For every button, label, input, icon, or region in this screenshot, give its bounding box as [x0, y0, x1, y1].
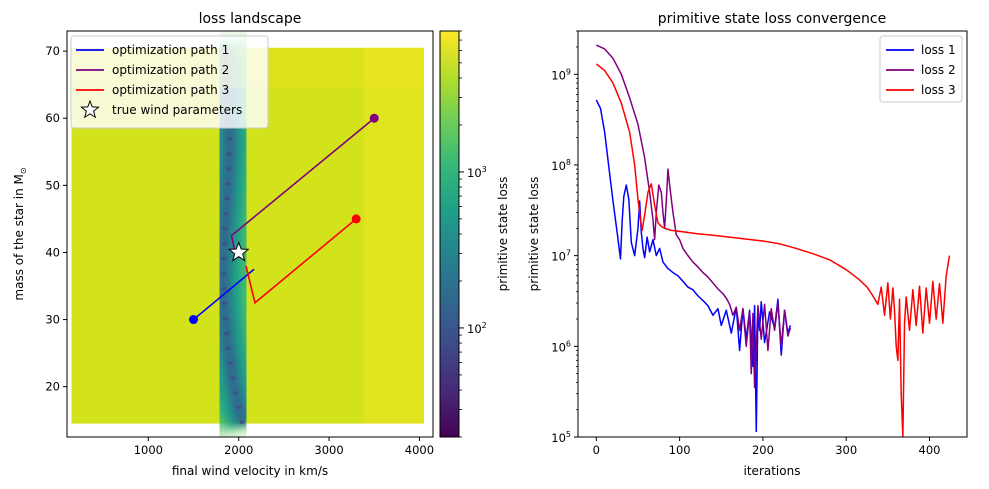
optimization-path-3-start — [351, 214, 361, 224]
y-tick-label-base: 10 — [551, 431, 566, 445]
x-tick-label: 400 — [919, 443, 941, 457]
legend-box — [70, 35, 269, 129]
y-tick-label-base: 10 — [551, 250, 566, 264]
y-tick-label-base: 10 — [551, 340, 566, 354]
y-tick-label-exp: 7 — [566, 249, 571, 258]
legend-label-loss-1: loss 1 — [921, 43, 956, 57]
optimization-path-1 — [193, 268, 255, 321]
convergence-panel: primitive state loss convergence 0 100 200… — [527, 11, 968, 478]
colorbar-label: primitive state loss — [496, 177, 510, 292]
y-tick-label-base: 10 — [551, 159, 566, 173]
x-tick-label: 4000 — [405, 443, 434, 457]
landscape-panel: loss landscape 1000 2000 3000 4000 20 30 40 50… — [12, 11, 434, 478]
y-tick-label: 106 — [551, 339, 571, 354]
x-tick-label: 2000 — [224, 443, 253, 457]
legend-box — [879, 35, 963, 103]
legend-label-path-3: optimization path 3 — [112, 83, 229, 97]
colorbar-tick-label-base: 10 — [467, 166, 482, 180]
y-tick-label-base: 10 — [551, 68, 566, 82]
landscape-axes-frame — [66, 30, 434, 438]
loss-curves — [595, 44, 951, 437]
y-tick-label: 20 — [45, 380, 60, 394]
landscape-y-label: mass of the star in M⊙ — [12, 167, 28, 300]
y-tick-label-exp: 8 — [566, 158, 571, 167]
y-tick-label: 50 — [45, 178, 60, 192]
y-tick-label: 109 — [551, 67, 571, 82]
y-tick-label: 105 — [551, 430, 571, 445]
convergence-title: primitive state loss convergence — [658, 11, 886, 27]
heatmap-right-edge — [363, 47, 424, 424]
y-tick-label: 40 — [45, 245, 60, 259]
loss-line-1 — [595, 99, 792, 433]
landscape-y-label-main: mass of the star in M — [12, 174, 26, 300]
convergence-x-label: iterations — [744, 464, 801, 478]
y-tick-label: 60 — [45, 111, 60, 125]
legend-label-true-wind: true wind parameters — [112, 103, 242, 117]
landscape-x-label: final wind velocity in km/s — [172, 464, 328, 478]
true-wind-star — [227, 241, 250, 262]
colorbar-strip — [439, 30, 460, 438]
legend-label-loss-3: loss 3 — [921, 83, 956, 97]
legend-label-path-2: optimization path 2 — [112, 63, 229, 77]
convergence-legend: loss 1 loss 2 loss 3 — [879, 35, 963, 103]
y-tick-label-exp: 5 — [566, 430, 571, 439]
landscape-title: loss landscape — [199, 11, 302, 27]
legend-label-loss-2: loss 2 — [921, 63, 956, 77]
optimization-path-1-start — [189, 315, 199, 325]
optimization-path-2-start — [369, 113, 379, 123]
landscape-y-ticks: 20 30 40 50 60 70 — [45, 44, 67, 394]
convergence-y-label: primitive state loss — [527, 177, 541, 292]
optimization-path-2 — [230, 117, 375, 253]
colorbar-tick-label-base: 10 — [467, 322, 482, 336]
landscape-x-ticks: 1000 2000 3000 4000 — [134, 437, 434, 457]
x-tick-label: 300 — [835, 443, 857, 457]
legend-star-icon — [80, 99, 100, 119]
loss-line-2 — [596, 44, 792, 389]
optimization-paths — [189, 113, 379, 325]
legend-label-path-1: optimization path 1 — [112, 43, 229, 57]
x-tick-label: 1000 — [134, 443, 163, 457]
y-tick-label: 30 — [45, 313, 60, 327]
optimization-path-3 — [245, 218, 357, 305]
convergence-axes-frame — [577, 30, 968, 438]
colorbar-tick-label-exp: 3 — [482, 165, 487, 174]
y-tick-label: 107 — [551, 249, 571, 264]
landscape-y-label-sub: ⊙ — [19, 167, 28, 174]
x-tick-label: 0 — [593, 443, 600, 457]
x-tick-label: 3000 — [314, 443, 343, 457]
landscape-legend: optimization path 1 optimization path 2 op… — [70, 35, 269, 129]
x-tick-label: 100 — [669, 443, 691, 457]
colorbar-tick-label: 103 — [467, 165, 487, 180]
convergence-x-ticks: 0 100 200 300 400 — [593, 437, 941, 457]
y-tick-label: 70 — [45, 44, 60, 58]
x-tick-label: 200 — [752, 443, 774, 457]
y-tick-label-exp: 9 — [566, 67, 571, 76]
y-tick-label: 108 — [551, 158, 571, 173]
colorbar-tick-label-exp: 2 — [482, 321, 487, 330]
loss-line-3 — [595, 63, 951, 437]
colorbar-tick-label: 102 — [467, 321, 487, 336]
y-tick-label-exp: 6 — [566, 339, 571, 348]
